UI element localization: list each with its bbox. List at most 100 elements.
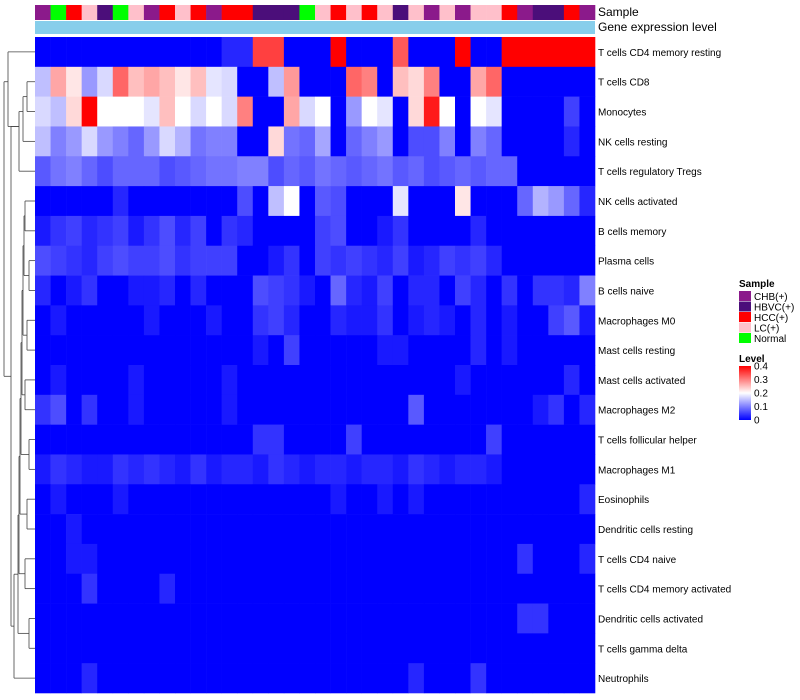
heatmap-cell xyxy=(315,126,331,157)
heatmap-cell xyxy=(299,663,316,694)
heatmap-cell xyxy=(579,454,596,485)
heatmap-cell xyxy=(501,245,518,276)
sample-legend-swatch xyxy=(739,333,751,343)
level-legend-title: Level xyxy=(739,354,765,365)
heatmap-cell xyxy=(330,603,347,634)
heatmap-cell xyxy=(50,96,67,127)
heatmap-cell xyxy=(517,305,534,336)
heatmap-cell xyxy=(97,514,114,545)
heatmap-cell xyxy=(470,126,487,157)
sample-legend: Sample CHB(+)HBVC(+)HCC(+)LC(+)Normal xyxy=(739,279,794,345)
heatmap-cell xyxy=(50,603,67,634)
heatmap-cell xyxy=(252,186,269,217)
heatmap-cell xyxy=(206,335,222,366)
heatmap-cell xyxy=(548,37,565,68)
heatmap-cell xyxy=(408,454,425,485)
heatmap-cell xyxy=(237,603,254,634)
heatmap-cell xyxy=(268,126,285,157)
heatmap-cell xyxy=(579,245,596,276)
heatmap-cell xyxy=(159,66,176,97)
heatmap-cell xyxy=(97,454,114,485)
heatmap-cell xyxy=(579,275,596,306)
heatmap-cell xyxy=(439,126,456,157)
heatmap-cell xyxy=(361,215,378,247)
heatmap-cell xyxy=(377,66,394,97)
sample-annotation-cell xyxy=(330,5,347,20)
heatmap-cell xyxy=(128,335,145,366)
heatmap-cell xyxy=(50,514,67,545)
heatmap-cell xyxy=(486,365,502,396)
heatmap-cell xyxy=(579,305,596,336)
heatmap-cell xyxy=(283,424,300,455)
sample-annotation-cell xyxy=(81,5,98,20)
heatmap-cell xyxy=(190,663,207,694)
heatmap-cell xyxy=(159,663,176,694)
sample-annotation-cell xyxy=(175,5,191,20)
heatmap-cell xyxy=(563,215,580,247)
heatmap-cell xyxy=(81,37,98,68)
heatmap-cell xyxy=(159,543,176,575)
heatmap-cell xyxy=(81,633,98,664)
heatmap-cell xyxy=(330,365,347,396)
heatmap-cell xyxy=(175,365,191,396)
heatmap-cell xyxy=(175,603,191,634)
heatmap-cell xyxy=(346,663,362,694)
heatmap-cell xyxy=(81,186,98,217)
heatmap-cell xyxy=(66,365,82,396)
heatmap-cell xyxy=(299,335,316,366)
heatmap-cell xyxy=(346,454,362,485)
heatmap-cell xyxy=(470,365,487,396)
heatmap-cell xyxy=(97,603,114,634)
heatmap-cell xyxy=(175,394,191,425)
heatmap-cell xyxy=(190,394,207,425)
heatmap-cell xyxy=(563,365,580,396)
heatmap-cell xyxy=(190,305,207,336)
heatmap-cell xyxy=(175,275,191,306)
heatmap-cell xyxy=(252,543,269,575)
heatmap-cell xyxy=(439,365,456,396)
heatmap-cell xyxy=(221,305,238,336)
heatmap-cell xyxy=(470,245,487,276)
heatmap-cell xyxy=(143,275,160,306)
heatmap-cell xyxy=(283,603,300,634)
heatmap-cell xyxy=(159,275,176,306)
heatmap-cell xyxy=(190,37,207,68)
heatmap-cell xyxy=(579,484,596,515)
level-legend-tick: 0.1 xyxy=(754,402,768,413)
heatmap-cell xyxy=(439,215,456,247)
heatmap-cell xyxy=(486,514,502,545)
heatmap-cell xyxy=(548,394,565,425)
heatmap-cell xyxy=(563,126,580,157)
heatmap-cell xyxy=(377,365,394,396)
heatmap-cell xyxy=(190,454,207,485)
heatmap-cell xyxy=(470,394,487,425)
heatmap-cell xyxy=(237,484,254,515)
sample-annotation-cell xyxy=(97,5,114,20)
heatmap-cell xyxy=(268,215,285,247)
heatmap-cell xyxy=(237,573,254,604)
heatmap-cell xyxy=(548,156,565,187)
heatmap-cell xyxy=(408,37,425,68)
heatmap-cell xyxy=(548,663,565,694)
heatmap-cell xyxy=(532,573,549,604)
heatmap-cell xyxy=(377,394,394,425)
heatmap-cell xyxy=(97,573,114,604)
heatmap-cell xyxy=(206,603,222,634)
heatmap-cell xyxy=(361,484,378,515)
heatmap-cell xyxy=(408,663,425,694)
heatmap-cell xyxy=(221,573,238,604)
heatmap-cell xyxy=(175,305,191,336)
heatmap-cell xyxy=(112,424,129,455)
heatmap-cell xyxy=(159,573,176,604)
heatmap-cell xyxy=(97,543,114,575)
heatmap-cell xyxy=(50,365,67,396)
heatmap-cell xyxy=(268,335,285,366)
heatmap-cell xyxy=(66,275,82,306)
heatmap-cell xyxy=(268,633,285,664)
heatmap-cell xyxy=(268,96,285,127)
heatmap-cell xyxy=(361,66,378,97)
heatmap-cell xyxy=(330,245,347,276)
heatmap-cell xyxy=(439,484,456,515)
heatmap-cell xyxy=(501,454,518,485)
heatmap-cell xyxy=(330,454,347,485)
